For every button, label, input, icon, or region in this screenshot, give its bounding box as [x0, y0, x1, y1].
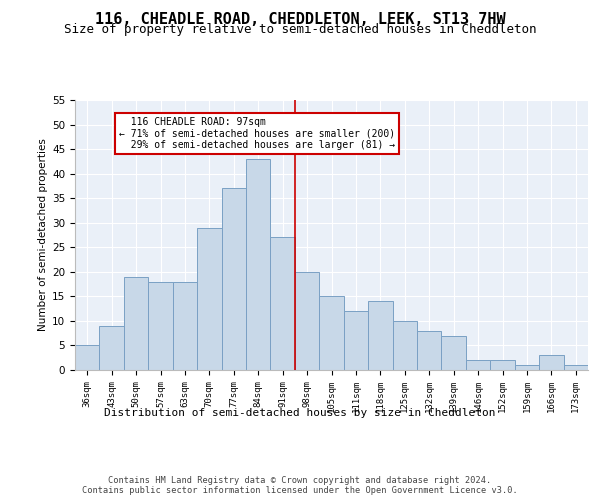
Text: 116, CHEADLE ROAD, CHEDDLETON, LEEK, ST13 7HW: 116, CHEADLE ROAD, CHEDDLETON, LEEK, ST1… [95, 12, 505, 28]
Bar [246, 159, 271, 370]
Bar [295, 272, 319, 370]
Text: 116 CHEADLE ROAD: 97sqm
← 71% of semi-detached houses are smaller (200)
  29% of: 116 CHEADLE ROAD: 97sqm ← 71% of semi-de… [119, 117, 395, 150]
Text: Contains HM Land Registry data © Crown copyright and database right 2024.
Contai: Contains HM Land Registry data © Crown c… [82, 476, 518, 495]
Bar [197, 228, 221, 370]
Bar [368, 302, 392, 370]
Bar [221, 188, 246, 370]
Bar [344, 311, 368, 370]
Bar [442, 336, 466, 370]
Y-axis label: Number of semi-detached properties: Number of semi-detached properties [38, 138, 48, 332]
Bar [271, 238, 295, 370]
Bar [539, 356, 563, 370]
Bar [319, 296, 344, 370]
Text: Distribution of semi-detached houses by size in Cheddleton: Distribution of semi-detached houses by … [104, 408, 496, 418]
Bar [563, 365, 588, 370]
Text: Size of property relative to semi-detached houses in Cheddleton: Size of property relative to semi-detach… [64, 22, 536, 36]
Bar [392, 321, 417, 370]
Bar [148, 282, 173, 370]
Bar [75, 346, 100, 370]
Bar [100, 326, 124, 370]
Bar [124, 276, 148, 370]
Bar [490, 360, 515, 370]
Bar [515, 365, 539, 370]
Bar [173, 282, 197, 370]
Bar [466, 360, 490, 370]
Bar [417, 330, 442, 370]
